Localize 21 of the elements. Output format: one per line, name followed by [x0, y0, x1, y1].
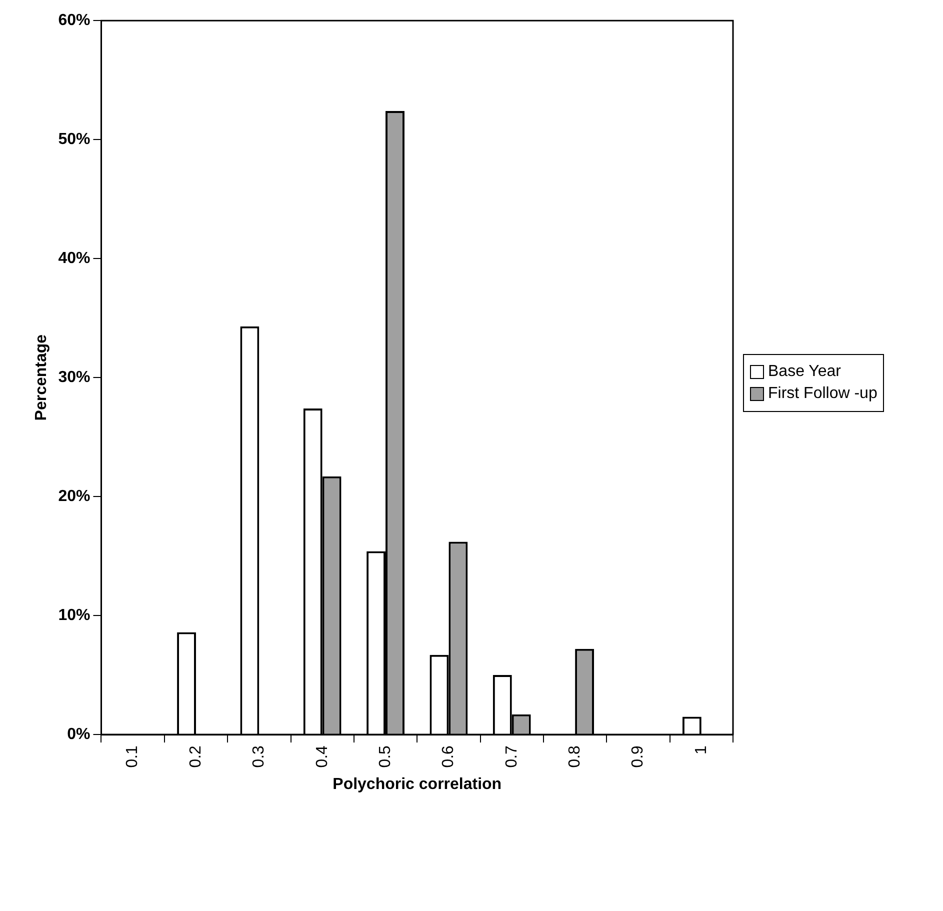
x-axis-title: Polychoric correlation [332, 776, 502, 793]
x-tick-label: 0.2 [187, 745, 204, 768]
text: Base Year [768, 363, 841, 381]
y-tick-label: 40% [58, 250, 90, 267]
y-tick-label: 10% [58, 606, 90, 624]
legend-label: First Follow -up [768, 385, 878, 403]
y-tick-label: 0% [67, 726, 90, 743]
x-tick-label: 0.1 [124, 745, 142, 768]
x-tick-label: 0.6 [440, 745, 458, 768]
y-tick-label: 30% [58, 368, 90, 386]
x-tick-label: 1 [692, 745, 710, 754]
x-tick-label: 0.9 [630, 745, 647, 768]
y-tick-label: 50% [58, 131, 90, 148]
x-tick-label: 0.4 [314, 745, 331, 768]
x-tick-label: 0.8 [566, 745, 584, 768]
y-tick-label: 20% [58, 488, 90, 505]
x-tick-label: 0.7 [503, 745, 520, 768]
x-tick-label: 0.3 [250, 745, 268, 768]
y-axis-title: Percentage [33, 334, 50, 421]
x-tick-label: 0.5 [376, 745, 394, 768]
y-tick-label: 60% [58, 12, 90, 30]
